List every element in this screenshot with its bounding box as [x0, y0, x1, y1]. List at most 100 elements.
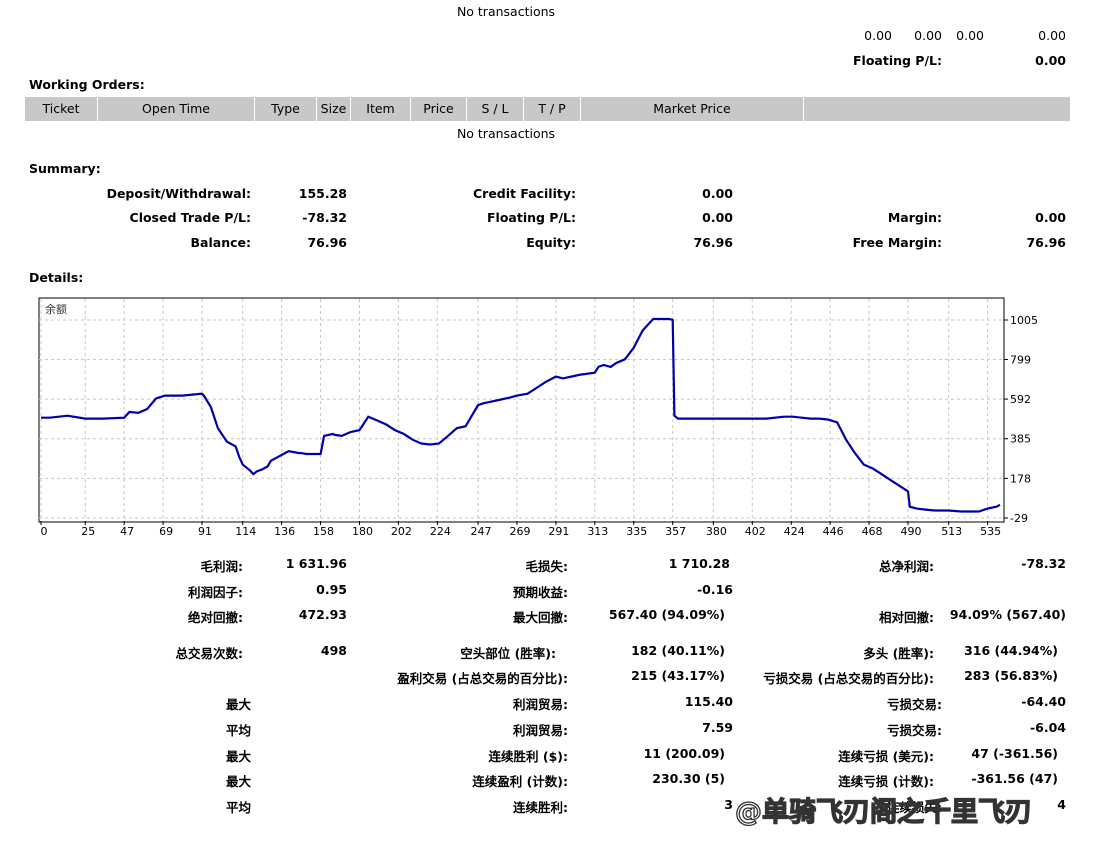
no-transactions-text: No transactions — [456, 4, 556, 19]
watermark-text: @单骑飞刃阁之千里飞刃 — [734, 796, 1032, 828]
gross-loss-value: 1 710.28 — [668, 556, 730, 571]
average-label: 平均 — [225, 723, 251, 738]
expected-payoff-value: -0.16 — [696, 582, 733, 597]
col-market-price[interactable]: Market Price — [581, 97, 804, 121]
x-tick-label: 0 — [41, 525, 48, 538]
free-margin-label: Free Margin: — [852, 235, 942, 250]
x-tick-label: 357 — [665, 525, 686, 538]
profit-trades-value: 215 (43.17%) — [631, 668, 725, 683]
avg-profit-label: 利润贸易: — [513, 723, 568, 738]
max-consecutive-label: 最大 — [225, 749, 251, 764]
expected-payoff-label: 预期收益: — [513, 585, 568, 600]
net-profit-label: 总净利润: — [879, 559, 934, 574]
largest-profit-value: 115.40 — [684, 694, 733, 709]
net-profit-value: -78.32 — [1021, 556, 1066, 571]
x-tick-label: 468 — [862, 525, 883, 538]
y-tick-label: 385 — [1010, 433, 1031, 446]
x-tick-label: 180 — [352, 525, 373, 538]
chart-frame — [38, 297, 1005, 523]
col-size[interactable]: Size — [317, 97, 351, 121]
floating-pl-value: 0.00 — [1035, 53, 1066, 68]
x-tick-label: 224 — [430, 525, 451, 538]
x-tick-label: 446 — [823, 525, 844, 538]
x-tick-label: 402 — [745, 525, 766, 538]
col-price[interactable]: Price — [411, 97, 467, 121]
chart-title: 余额 — [45, 302, 67, 316]
free-margin-value: 76.96 — [1026, 235, 1066, 250]
x-tick-label: 69 — [159, 525, 173, 538]
balance-value: 76.96 — [307, 235, 347, 250]
balance-label: Balance: — [190, 235, 251, 250]
equity-value: 76.96 — [693, 235, 733, 250]
summary-title: Summary: — [29, 161, 101, 176]
long-positions-label: 多头 (胜率): — [863, 646, 934, 661]
floating-pl-label: Floating P/L: — [853, 53, 942, 68]
summary-floating-value: 0.00 — [702, 210, 733, 225]
cons-profit-label: 连续盈利 (计数): — [472, 774, 568, 789]
total-trades-value: 498 — [320, 643, 347, 658]
gross-loss-label: 毛损失: — [525, 559, 569, 574]
x-tick-label: 114 — [235, 525, 256, 538]
rel-drawdown-value: 94.09% (567.40) — [949, 607, 1066, 622]
col-type[interactable]: Type — [255, 97, 317, 121]
largest-label: 最大 — [225, 697, 251, 712]
margin-label: Margin: — [887, 210, 942, 225]
total-trades-label: 总交易次数: — [175, 646, 244, 661]
x-tick-label: 158 — [313, 525, 334, 538]
x-tick-label: 136 — [274, 525, 295, 538]
y-tick-label: -29 — [1010, 512, 1028, 525]
x-tick-label: 25 — [81, 525, 95, 538]
long-positions-value: 316 (44.94%) — [964, 643, 1058, 658]
x-tick-label: 313 — [587, 525, 608, 538]
avg-profit-value: 7.59 — [702, 720, 733, 735]
working-orders-empty: No transactions — [456, 126, 556, 141]
col-sl[interactable]: S / L — [467, 97, 524, 121]
col-tp[interactable]: T / P — [524, 97, 581, 121]
equity-label: Equity: — [526, 235, 576, 250]
x-tick-label: 247 — [471, 525, 492, 538]
chart-y-axis: -29 178 385 592 799 1005 — [1004, 314, 1038, 525]
working-orders-header: Ticket Open Time Type Size Item Price S … — [25, 97, 1070, 121]
avg-loss-value: -6.04 — [1029, 720, 1066, 735]
total-value-4: 0.00 — [1038, 28, 1066, 43]
largest-profit-label: 利润贸易: — [513, 697, 568, 712]
col-item[interactable]: Item — [351, 97, 411, 121]
x-tick-label: 202 — [391, 525, 412, 538]
total-value-3: 0.00 — [956, 28, 984, 43]
closed-pl-label: Closed Trade P/L: — [129, 210, 251, 225]
balance-series-line — [41, 317, 1001, 513]
x-tick-label: 91 — [198, 525, 212, 538]
x-tick-label: 291 — [548, 525, 569, 538]
gross-profit-label: 毛利润: — [200, 559, 244, 574]
short-positions-value: 182 (40.11%) — [631, 643, 725, 658]
abs-drawdown-label: 绝对回撤: — [188, 610, 243, 625]
col-ticket[interactable]: Ticket — [25, 97, 98, 121]
credit-value: 0.00 — [702, 186, 733, 201]
x-tick-label: 513 — [941, 525, 962, 538]
largest-loss-label: 亏损交易: — [887, 697, 942, 712]
avg-cons-wins-label: 连续胜利: — [513, 800, 568, 815]
x-tick-label: 424 — [784, 525, 805, 538]
short-positions-label: 空头部位 (胜率): — [460, 646, 556, 661]
x-tick-label: 535 — [980, 525, 1001, 538]
cons-loss-label: 连续亏损 (计数): — [838, 774, 934, 789]
cons-losses-value: 47 (-361.56) — [971, 746, 1058, 761]
x-tick-label: 47 — [120, 525, 134, 538]
profit-factor-value: 0.95 — [316, 582, 347, 597]
cons-profit-value: 230.30 (5) — [652, 771, 725, 786]
largest-loss-value: -64.40 — [1021, 694, 1066, 709]
avg-cons-losses-value: 4 — [1057, 797, 1066, 812]
profit-factor-label: 利润因子: — [188, 585, 243, 600]
working-orders-title: Working Orders: — [29, 77, 145, 92]
y-tick-label: 592 — [1010, 393, 1031, 406]
loss-trades-value: 283 (56.83%) — [964, 668, 1058, 683]
col-open-time[interactable]: Open Time — [98, 97, 255, 121]
avg-cons-losses-label: 连续损失: — [887, 800, 942, 815]
credit-label: Credit Facility: — [472, 186, 576, 201]
deposit-label: Deposit/Withdrawal: — [106, 186, 251, 201]
x-tick-label: 335 — [626, 525, 647, 538]
rel-drawdown-label: 相对回撤: — [879, 610, 934, 625]
cons-loss-value: -361.56 (47) — [971, 771, 1058, 786]
cons-wins-value: 11 (200.09) — [643, 746, 725, 761]
y-tick-label: 178 — [1010, 472, 1031, 485]
